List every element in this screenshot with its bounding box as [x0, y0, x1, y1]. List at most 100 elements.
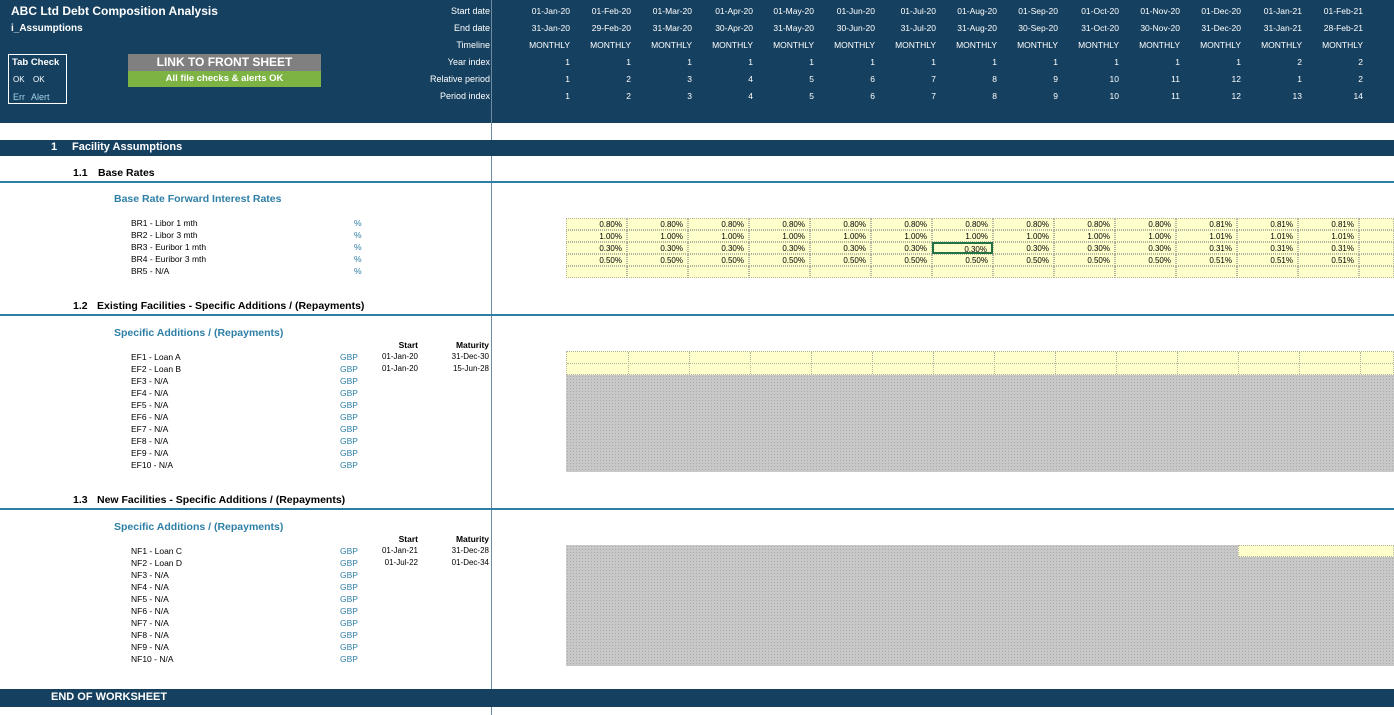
- rate-input-cell[interactable]: [1237, 266, 1298, 278]
- rate-input-cell[interactable]: 1.00%: [871, 230, 932, 242]
- timeline-cell: 4: [748, 91, 753, 101]
- rate-input-cell[interactable]: 1.00%: [1054, 230, 1115, 242]
- rate-input-cell[interactable]: 1.00%: [749, 230, 810, 242]
- timeline-cell: 1: [687, 57, 692, 67]
- facility-row-label: EF4 - N/A: [131, 388, 169, 398]
- rate-input-cell[interactable]: [1298, 266, 1359, 278]
- facility-maturity-date[interactable]: 31-Dec-28: [451, 546, 489, 555]
- subsection-1-2-header: 1.2 Existing Facilities - Specific Addit…: [0, 298, 1394, 316]
- timeline-cell: MONTHLY: [1322, 40, 1363, 50]
- rate-input-cell[interactable]: [871, 266, 932, 278]
- rate-input-cell[interactable]: 0.50%: [1054, 254, 1115, 266]
- timeline-cell: 5: [809, 74, 814, 84]
- rate-input-cell[interactable]: 0.30%: [566, 242, 627, 254]
- facility-start-date[interactable]: 01-Jan-20: [381, 352, 418, 361]
- rate-input-cell[interactable]: 1.00%: [688, 230, 749, 242]
- timeline-cell: 31-Jan-20: [531, 23, 570, 33]
- rate-input-cell[interactable]: 0.50%: [566, 254, 627, 266]
- rate-input-cell[interactable]: [749, 266, 810, 278]
- rate-input-cell[interactable]: 0.30%: [932, 242, 993, 254]
- rate-input-cell[interactable]: [627, 266, 688, 278]
- rate-input-cell[interactable]: 0.50%: [871, 254, 932, 266]
- rate-input-cell[interactable]: [1054, 266, 1115, 278]
- rate-input-cell[interactable]: [566, 266, 627, 278]
- facility-row-label: EF8 - N/A: [131, 436, 169, 446]
- rate-input-cell[interactable]: 0.81%: [1298, 218, 1359, 230]
- rate-input-cell[interactable]: 0.80%: [871, 218, 932, 230]
- rate-input-cell[interactable]: 0.80%: [688, 218, 749, 230]
- rate-input-cell[interactable]: 0.80%: [627, 218, 688, 230]
- rate-input-cell[interactable]: 0.80%: [566, 218, 627, 230]
- currency-label: GBP: [340, 606, 358, 616]
- rate-input-cell[interactable]: 0.30%: [993, 242, 1054, 254]
- rate-input-cell[interactable]: 0.50%: [810, 254, 871, 266]
- rate-input-cell[interactable]: 0.31%: [1176, 242, 1237, 254]
- facility-start-date[interactable]: 01-Jul-22: [384, 558, 418, 567]
- rate-input-cell[interactable]: [1359, 218, 1394, 230]
- rate-input-cell[interactable]: 1.00%: [566, 230, 627, 242]
- rate-input-cell[interactable]: 0.51%: [1176, 254, 1237, 266]
- timeline-cell: 10: [1109, 91, 1119, 101]
- rate-input-cell[interactable]: 0.31%: [1298, 242, 1359, 254]
- rate-input-cell[interactable]: [688, 266, 749, 278]
- rate-input-cell[interactable]: 0.30%: [688, 242, 749, 254]
- rate-input-cell[interactable]: 0.80%: [1054, 218, 1115, 230]
- rate-input-cell[interactable]: 0.50%: [627, 254, 688, 266]
- facility-start-date[interactable]: 01-Jan-21: [381, 546, 418, 555]
- facility-start-date[interactable]: 01-Jan-20: [381, 364, 418, 373]
- currency-label: GBP: [340, 582, 358, 592]
- rate-input-cell[interactable]: 0.50%: [749, 254, 810, 266]
- rate-input-cell[interactable]: [1176, 266, 1237, 278]
- rate-input-cell[interactable]: 0.30%: [1115, 242, 1176, 254]
- link-to-front-sheet-button[interactable]: LINK TO FRONT SHEET: [128, 54, 321, 71]
- subsection-title: Existing Facilities - Specific Additions…: [97, 300, 365, 312]
- rate-input-cell[interactable]: 0.31%: [1237, 242, 1298, 254]
- rate-input-cell[interactable]: [1359, 254, 1394, 266]
- rate-input-cell[interactable]: 1.00%: [1115, 230, 1176, 242]
- rate-input-cell[interactable]: 0.51%: [1237, 254, 1298, 266]
- facility-maturity-date[interactable]: 15-Jun-28: [452, 364, 489, 373]
- rate-input-cell[interactable]: 0.80%: [932, 218, 993, 230]
- rate-input-cell[interactable]: 0.50%: [932, 254, 993, 266]
- rate-input-cell[interactable]: 0.80%: [749, 218, 810, 230]
- timeline-cell: 31-Mar-20: [652, 23, 692, 33]
- rate-input-cell[interactable]: [1359, 266, 1394, 278]
- timeline-cell: 31-Oct-20: [1081, 23, 1119, 33]
- timeline-cell: 29-Feb-20: [591, 23, 631, 33]
- rate-input-cell[interactable]: [993, 266, 1054, 278]
- rate-input-cell[interactable]: [932, 266, 993, 278]
- facility-maturity-date[interactable]: 31-Dec-30: [451, 352, 489, 361]
- rate-input-cell[interactable]: 0.81%: [1237, 218, 1298, 230]
- currency-label: GBP: [340, 558, 358, 568]
- rate-input-cell[interactable]: 0.80%: [810, 218, 871, 230]
- rate-input-cell[interactable]: [1115, 266, 1176, 278]
- rate-input-cell[interactable]: 1.01%: [1298, 230, 1359, 242]
- rate-input-cell[interactable]: 1.00%: [627, 230, 688, 242]
- rate-input-cell[interactable]: 0.30%: [871, 242, 932, 254]
- rate-input-cell[interactable]: 0.81%: [1176, 218, 1237, 230]
- rate-input-cell[interactable]: 1.01%: [1176, 230, 1237, 242]
- rate-input-cell[interactable]: 0.80%: [993, 218, 1054, 230]
- rate-input-cell[interactable]: 1.01%: [1237, 230, 1298, 242]
- rate-input-cell[interactable]: [1359, 230, 1394, 242]
- rate-input-cell[interactable]: 1.00%: [932, 230, 993, 242]
- rate-input-cell[interactable]: [810, 266, 871, 278]
- timeline-cell: 1: [565, 91, 570, 101]
- rate-input-cell[interactable]: 0.30%: [1054, 242, 1115, 254]
- rate-input-cell[interactable]: 0.30%: [749, 242, 810, 254]
- existing-facilities-input-range[interactable]: [566, 351, 1394, 375]
- rate-input-cell[interactable]: 1.00%: [993, 230, 1054, 242]
- rate-input-cell[interactable]: 0.30%: [810, 242, 871, 254]
- rate-input-cell[interactable]: 0.80%: [1115, 218, 1176, 230]
- rate-input-cell[interactable]: [1359, 242, 1394, 254]
- facility-maturity-date[interactable]: 01-Dec-34: [451, 558, 489, 567]
- rate-input-cell[interactable]: 0.30%: [627, 242, 688, 254]
- rate-input-cell[interactable]: 0.50%: [993, 254, 1054, 266]
- rate-input-cell[interactable]: 0.50%: [1115, 254, 1176, 266]
- rate-input-cell[interactable]: 0.51%: [1298, 254, 1359, 266]
- rate-input-cell[interactable]: 0.50%: [688, 254, 749, 266]
- rate-input-cell[interactable]: 1.00%: [810, 230, 871, 242]
- new-facilities-input-range[interactable]: [1238, 545, 1394, 557]
- timeline-cell: 31-Aug-20: [957, 23, 997, 33]
- timeline-cell: MONTHLY: [1017, 40, 1058, 50]
